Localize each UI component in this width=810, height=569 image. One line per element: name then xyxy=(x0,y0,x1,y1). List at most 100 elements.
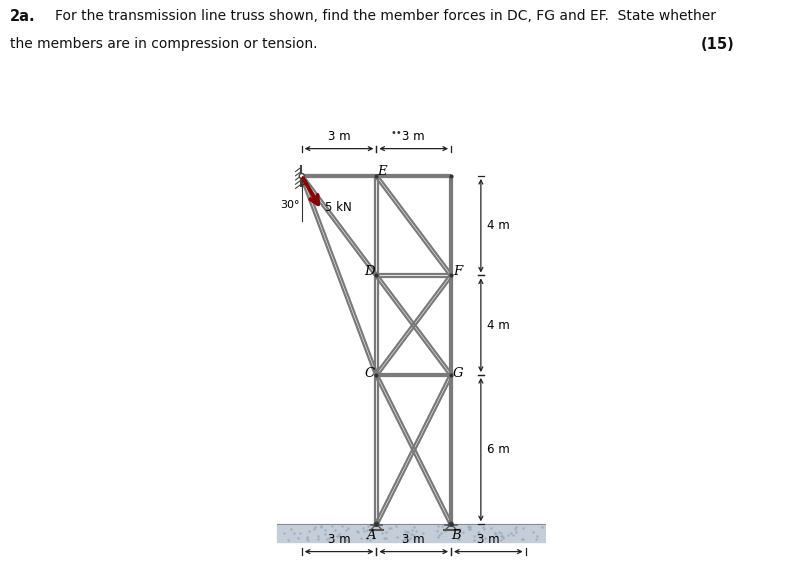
Point xyxy=(495,535,508,545)
Point xyxy=(308,525,321,534)
Point xyxy=(407,522,420,531)
Point xyxy=(477,522,490,531)
Point xyxy=(399,532,411,541)
Point xyxy=(496,531,509,541)
Text: F: F xyxy=(454,265,463,278)
Point xyxy=(536,522,549,531)
Point xyxy=(404,529,417,538)
Point xyxy=(384,523,397,533)
Point xyxy=(504,529,517,538)
Point xyxy=(463,524,475,533)
Point xyxy=(331,531,344,541)
Circle shape xyxy=(449,522,453,526)
Point xyxy=(300,534,313,543)
Point xyxy=(467,535,480,545)
Point xyxy=(416,528,429,537)
Point xyxy=(506,531,519,540)
Point xyxy=(356,524,369,533)
Point xyxy=(484,523,497,533)
Point xyxy=(332,530,345,539)
Point xyxy=(531,531,544,541)
Point xyxy=(403,534,416,543)
Point xyxy=(517,535,530,544)
Point xyxy=(463,525,476,534)
Text: 30°: 30° xyxy=(280,200,300,209)
Text: 3 m: 3 m xyxy=(403,533,425,546)
Text: 6 m: 6 m xyxy=(487,443,509,456)
Text: B: B xyxy=(452,529,462,542)
Point xyxy=(489,531,502,540)
Point xyxy=(380,533,393,542)
Point xyxy=(401,533,414,542)
Point xyxy=(409,526,422,535)
Point xyxy=(548,522,561,531)
Point xyxy=(493,527,506,536)
Point xyxy=(490,531,503,540)
Point xyxy=(434,528,447,537)
Point xyxy=(361,521,374,530)
Point xyxy=(515,534,528,543)
Text: (15): (15) xyxy=(701,37,735,52)
Point xyxy=(312,531,325,541)
Point xyxy=(488,529,501,538)
Point xyxy=(322,534,335,543)
Point xyxy=(435,521,448,530)
Point xyxy=(319,529,332,538)
Point xyxy=(330,532,343,541)
Point xyxy=(494,529,507,538)
Point xyxy=(293,529,306,538)
Point xyxy=(390,532,403,541)
Point xyxy=(399,526,411,535)
Point xyxy=(453,535,466,544)
Point xyxy=(367,534,380,543)
Point xyxy=(467,531,480,540)
Text: ••: •• xyxy=(390,128,403,138)
Text: 3 m: 3 m xyxy=(477,533,500,546)
Point xyxy=(278,528,291,537)
Circle shape xyxy=(299,174,305,179)
Point xyxy=(335,522,348,531)
Point xyxy=(355,533,368,542)
Point xyxy=(380,527,393,537)
Point xyxy=(400,527,413,536)
Text: D: D xyxy=(364,265,375,278)
Point xyxy=(501,530,514,539)
Point xyxy=(526,527,539,537)
Point xyxy=(529,534,542,543)
Point xyxy=(302,535,315,545)
Point xyxy=(546,530,559,539)
Point xyxy=(509,522,522,531)
Point xyxy=(405,526,418,535)
Point xyxy=(472,529,485,538)
Point xyxy=(360,534,373,543)
Point xyxy=(350,526,363,535)
Point xyxy=(548,522,561,531)
Text: E: E xyxy=(377,165,386,178)
Point xyxy=(321,534,334,543)
Point xyxy=(488,529,501,538)
Point xyxy=(471,530,484,539)
Point xyxy=(479,534,492,543)
Circle shape xyxy=(450,523,452,525)
Text: 3 m: 3 m xyxy=(328,533,351,546)
Text: 5 kN: 5 kN xyxy=(325,201,352,215)
Point xyxy=(438,527,451,536)
Point xyxy=(508,524,521,533)
Point xyxy=(407,534,420,543)
Point xyxy=(282,535,295,545)
Point xyxy=(463,522,475,531)
Point xyxy=(497,532,509,541)
Point xyxy=(463,522,476,531)
Text: the members are in compression or tension.: the members are in compression or tensio… xyxy=(10,37,318,51)
Point xyxy=(314,522,327,531)
Text: 2a.: 2a. xyxy=(10,9,36,23)
Point xyxy=(284,525,297,534)
Text: A: A xyxy=(366,529,376,542)
Point xyxy=(288,528,301,537)
Point xyxy=(548,522,561,531)
Circle shape xyxy=(374,522,378,526)
Point xyxy=(329,526,342,535)
Point xyxy=(431,522,444,531)
Point xyxy=(474,533,487,542)
Point xyxy=(339,535,352,545)
